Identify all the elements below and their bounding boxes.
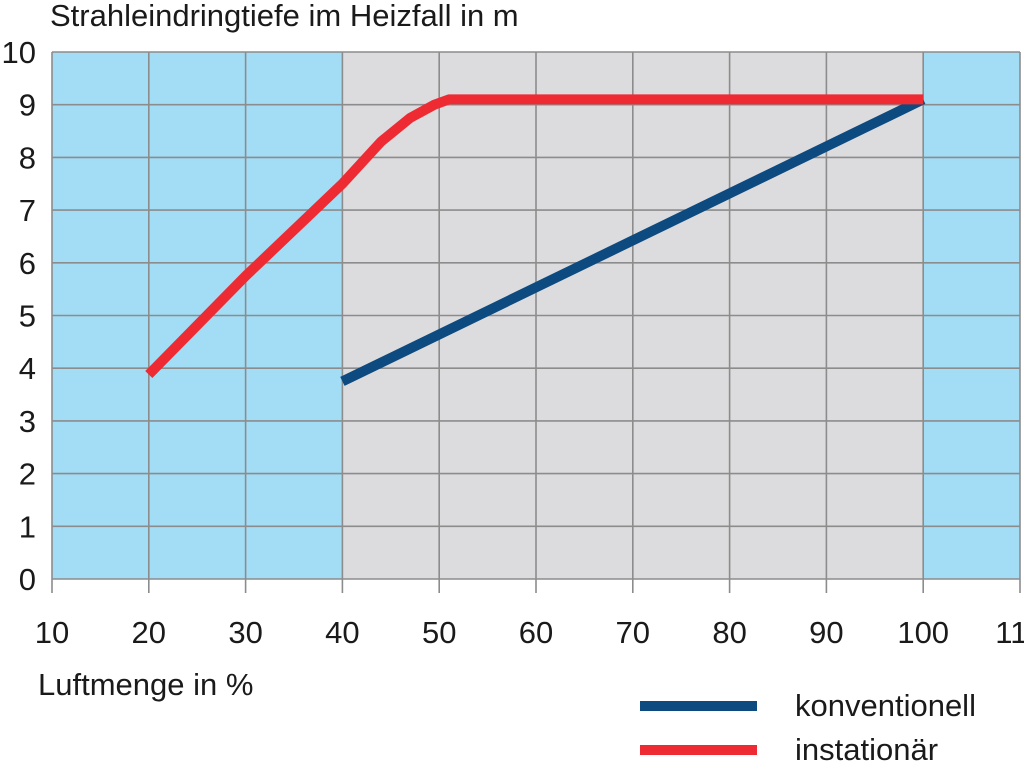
x-tick-label-50: 50 [422,615,456,650]
y-tick-label-10: 10 [2,35,36,70]
x-axis-label: Luftmenge in % [38,667,253,702]
x-tick-label-20: 20 [132,615,166,650]
x-tick-label-80: 80 [712,615,746,650]
chart-title: Strahleindringtiefe im Heizfall in m [50,0,519,33]
x-tick-label-10: 10 [35,615,69,650]
legend-label-konventionell: konventionell [795,688,976,723]
x-tick-label-40: 40 [325,615,359,650]
y-tick-label-0: 0 [19,562,36,597]
x-tick-label-60: 60 [519,615,553,650]
x-tick-label-90: 90 [809,615,843,650]
series-line-konventionell [340,94,926,386]
x-tick-label-30: 30 [228,615,262,650]
y-tick-label-9: 9 [19,88,36,123]
y-tick-label-6: 6 [19,246,36,281]
series-lines [145,94,926,386]
y-tick-label-7: 7 [19,193,36,228]
grid-lines [51,51,1021,593]
x-tick-label-100: 100 [897,615,949,650]
x-tick-label-70: 70 [616,615,650,650]
x-axis-ticks: 10 20 30 40 50 60 70 80 90 100 110 [35,615,1024,650]
y-tick-label-2: 2 [19,457,36,492]
y-tick-label-3: 3 [19,404,36,439]
y-tick-label-5: 5 [19,299,36,334]
y-tick-label-1: 1 [19,509,36,544]
series-line-instationär [145,94,924,379]
y-axis-ticks: 0 1 2 3 4 5 6 7 8 9 10 [2,35,36,597]
legend-label-instationär: instationär [795,732,938,763]
y-tick-label-8: 8 [19,140,36,175]
x-tick-label-110: 110 [995,615,1024,650]
legend: konventionell instationär [640,688,976,767]
y-tick-label-4: 4 [19,351,36,386]
